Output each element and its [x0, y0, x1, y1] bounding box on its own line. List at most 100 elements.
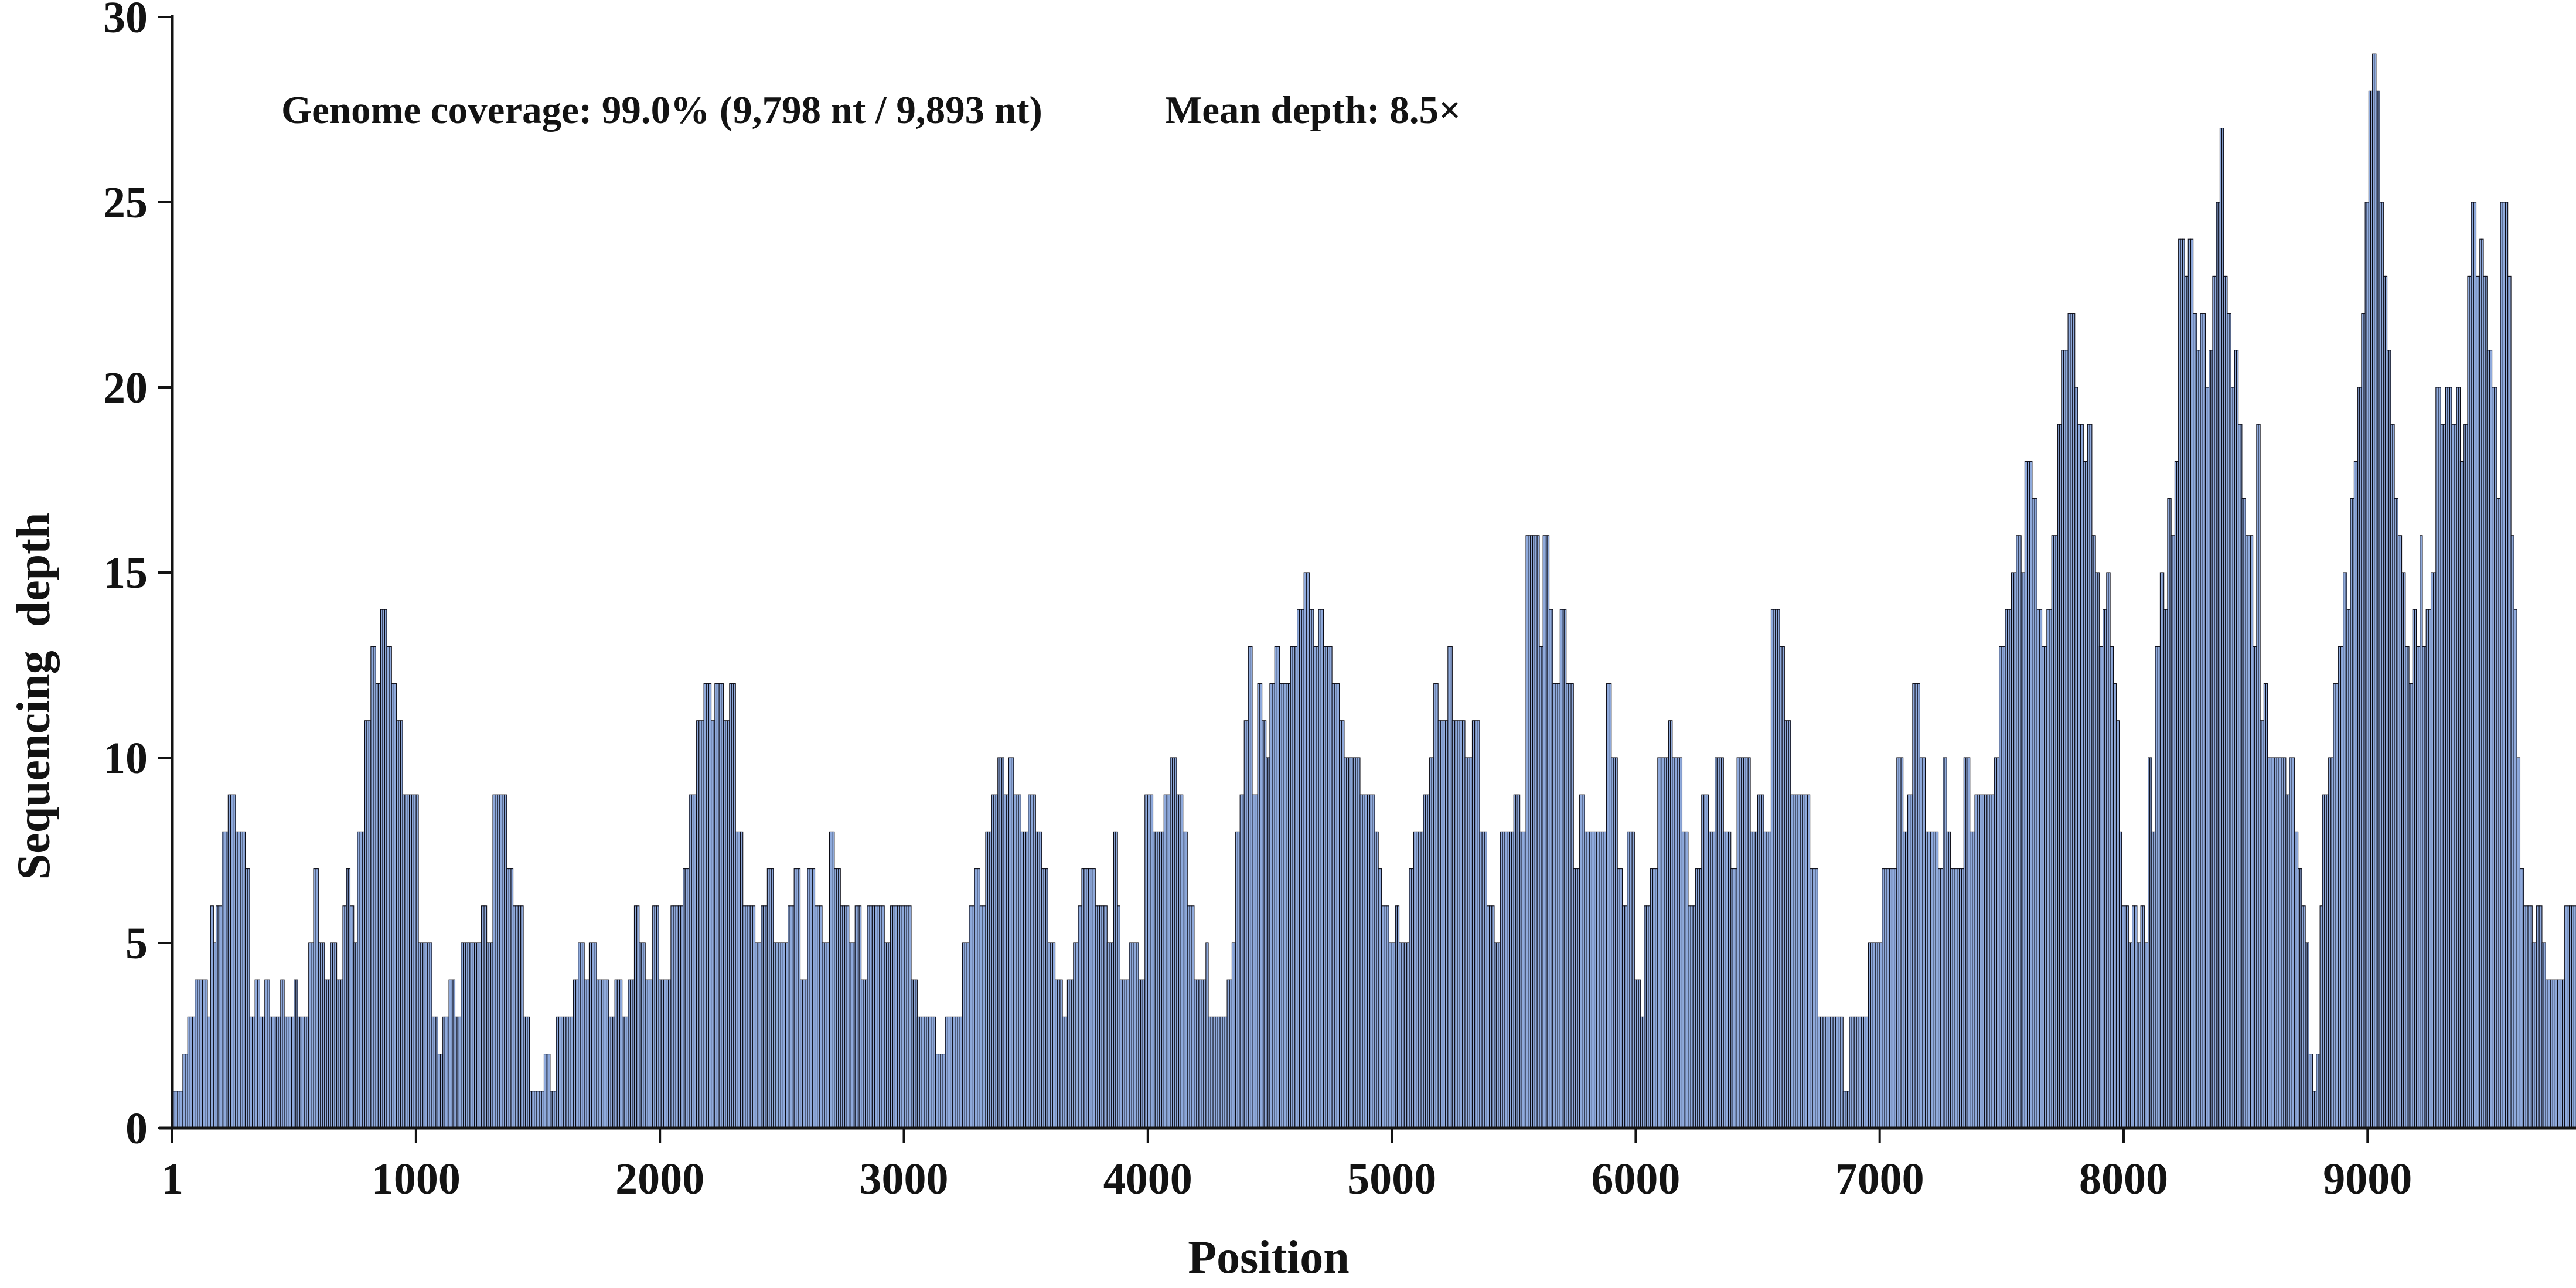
depth-bar	[745, 905, 748, 1129]
depth-bar	[1025, 831, 1029, 1129]
depth-bar	[1525, 535, 1529, 1129]
depth-bar	[1409, 868, 1412, 1129]
depth-bar	[1203, 979, 1207, 1129]
depth-bar	[1479, 831, 1483, 1129]
depth-bar	[2077, 424, 2081, 1129]
depth-bar	[1348, 757, 1352, 1129]
depth-bar	[213, 942, 217, 1129]
depth-bar	[2338, 646, 2342, 1129]
depth-bar	[1935, 831, 1939, 1129]
depth-bar	[271, 1016, 275, 1129]
depth-bar	[1189, 905, 1192, 1129]
depth-bar	[740, 831, 744, 1129]
depth-bar	[1486, 905, 1490, 1129]
depth-bar	[959, 1016, 963, 1129]
depth-bar	[1334, 683, 1337, 1129]
depth-bar	[407, 794, 410, 1129]
depth-bar	[701, 720, 704, 1129]
depth-bar	[1609, 683, 1612, 1129]
depth-bar	[2121, 905, 2125, 1129]
depth-bar	[2473, 202, 2477, 1129]
depth-bar	[1124, 979, 1127, 1129]
depth-bar	[189, 1016, 193, 1129]
depth-bar	[1187, 905, 1190, 1129]
x-tick-label: 3000	[859, 1154, 948, 1204]
depth-bar	[2110, 646, 2114, 1129]
depth-bar	[1914, 683, 1918, 1129]
depth-bar	[1311, 609, 1314, 1129]
depth-bar	[1454, 720, 1458, 1129]
depth-bar	[2283, 757, 2287, 1129]
depth-bar	[1062, 1016, 1065, 1129]
depth-bar	[1950, 868, 1953, 1129]
depth-bar	[1940, 868, 1944, 1129]
depth-bar	[563, 1016, 567, 1129]
depth-bar	[2274, 757, 2277, 1129]
depth-bar	[1327, 646, 1330, 1129]
depth-bar	[1807, 794, 1811, 1129]
depth-bar	[942, 1054, 946, 1129]
depth-bar	[1870, 942, 1873, 1129]
depth-bar	[1650, 868, 1654, 1129]
depth-bar	[420, 942, 424, 1129]
depth-bar	[1903, 831, 1906, 1129]
depth-bar	[2281, 757, 2284, 1129]
depth-bar	[1884, 868, 1887, 1129]
depth-bar	[1579, 794, 1583, 1129]
depth-bar	[1399, 942, 1402, 1129]
depth-bar	[1384, 905, 1387, 1129]
depth-bar	[481, 905, 485, 1129]
depth-bar	[1477, 720, 1480, 1129]
depth-bar	[832, 831, 835, 1129]
depth-bar	[2547, 979, 2551, 1129]
x-tick-label: 4000	[1103, 1154, 1192, 1204]
depth-bar	[1666, 757, 1669, 1129]
depth-bar	[2070, 313, 2073, 1129]
depth-bar	[1972, 831, 1975, 1129]
depth-bar	[824, 942, 827, 1129]
depth-bar	[689, 794, 692, 1129]
depth-bar	[2500, 202, 2503, 1129]
depth-bar	[534, 1091, 537, 1129]
depth-bar	[1868, 942, 1871, 1129]
depth-bar	[1011, 757, 1014, 1129]
depth-bar	[614, 979, 618, 1129]
depth-bar	[636, 905, 640, 1129]
depth-bar	[1350, 757, 1354, 1129]
depth-bar	[1652, 868, 1656, 1129]
depth-bar	[1747, 757, 1751, 1129]
depth-bar	[2123, 905, 2127, 1129]
depth-bar	[1364, 794, 1368, 1129]
depth-bar	[1219, 1016, 1223, 1129]
depth-bar	[2564, 905, 2568, 1129]
depth-bar	[1877, 942, 1880, 1129]
depth-bar	[1341, 720, 1345, 1129]
depth-bar	[1832, 1016, 1836, 1129]
depth-bar	[1491, 905, 1495, 1129]
depth-bar	[2454, 424, 2457, 1129]
depth-bar	[251, 1016, 255, 1129]
depth-bar	[800, 979, 803, 1129]
depth-bar	[871, 905, 875, 1129]
depth-bar	[1536, 535, 1540, 1129]
depth-bar	[1290, 646, 1293, 1129]
depth-bar	[598, 979, 602, 1129]
depth-bar	[928, 1016, 932, 1129]
depth-bar	[1504, 831, 1508, 1129]
depth-bar	[1306, 572, 1310, 1129]
depth-bar	[182, 1054, 186, 1129]
depth-bar	[1589, 831, 1593, 1129]
depth-bar	[1763, 831, 1767, 1129]
depth-bar	[1237, 831, 1241, 1129]
depth-bar	[2513, 609, 2517, 1129]
depth-bar	[950, 1016, 953, 1129]
depth-bar	[1766, 831, 1769, 1129]
depth-bar	[1858, 1016, 1862, 1129]
depth-bar	[237, 831, 241, 1129]
depth-bar	[492, 794, 496, 1129]
depth-bar	[497, 794, 500, 1129]
depth-bar	[210, 905, 214, 1129]
depth-bar	[1301, 609, 1304, 1129]
depth-bar	[2289, 757, 2292, 1129]
depth-bar	[427, 942, 430, 1129]
